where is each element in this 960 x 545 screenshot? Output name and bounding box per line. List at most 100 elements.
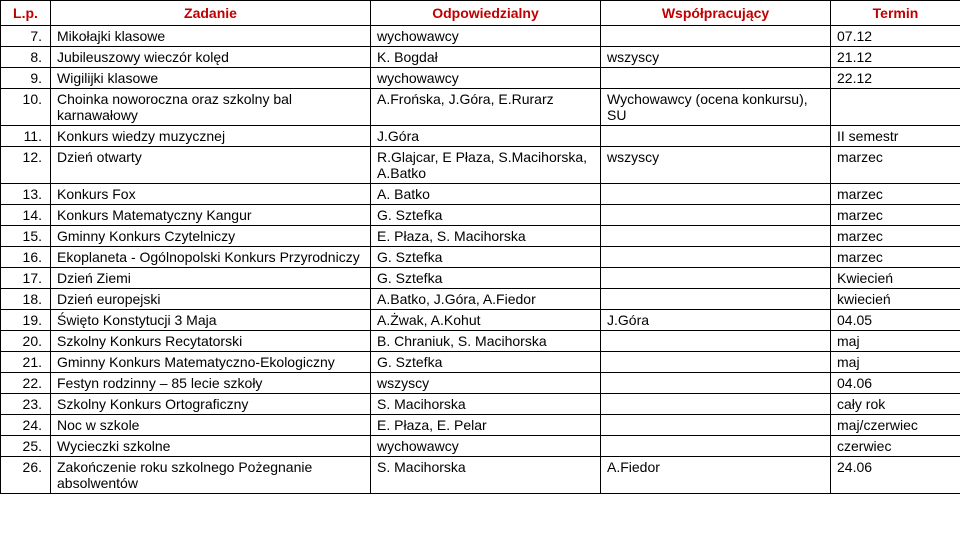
cell-wspolpracujacy	[601, 373, 831, 394]
cell-lp: 15.	[1, 226, 51, 247]
cell-termin: marzec	[831, 205, 960, 226]
cell-odpowiedzialny: S. Macihorska	[371, 457, 601, 494]
cell-zadanie: Festyn rodzinny – 85 lecie szkoły	[51, 373, 371, 394]
cell-odpowiedzialny: S. Macihorska	[371, 394, 601, 415]
cell-termin: maj/czerwiec	[831, 415, 960, 436]
table-row: 18.Dzień europejskiA.Batko, J.Góra, A.Fi…	[1, 289, 960, 310]
cell-termin: 04.06	[831, 373, 960, 394]
cell-zadanie: Święto Konstytucji 3 Maja	[51, 310, 371, 331]
cell-odpowiedzialny: B. Chraniuk, S. Macihorska	[371, 331, 601, 352]
cell-wspolpracujacy: A.Fiedor	[601, 457, 831, 494]
cell-wspolpracujacy	[601, 26, 831, 47]
cell-zadanie: Gminny Konkurs Matematyczno-Ekologiczny	[51, 352, 371, 373]
cell-wspolpracujacy	[601, 352, 831, 373]
cell-zadanie: Gminny Konkurs Czytelniczy	[51, 226, 371, 247]
cell-zadanie: Konkurs Fox	[51, 184, 371, 205]
cell-odpowiedzialny: E. Płaza, E. Pelar	[371, 415, 601, 436]
table-row: 7.Mikołajki klasowewychowawcy 07.12	[1, 26, 960, 47]
col-lp: L.p.	[1, 1, 51, 26]
cell-zadanie: Wycieczki szkolne	[51, 436, 371, 457]
col-odpowiedzialny: Odpowiedzialny	[371, 1, 601, 26]
cell-odpowiedzialny: G. Sztefka	[371, 268, 601, 289]
cell-wspolpracujacy	[601, 247, 831, 268]
cell-termin: cały rok	[831, 394, 960, 415]
cell-odpowiedzialny: wszyscy	[371, 373, 601, 394]
table-row: 16.Ekoplaneta - Ogólnopolski Konkurs Prz…	[1, 247, 960, 268]
cell-lp: 8.	[1, 47, 51, 68]
cell-odpowiedzialny: G. Sztefka	[371, 247, 601, 268]
cell-lp: 22.	[1, 373, 51, 394]
cell-odpowiedzialny: E. Płaza, S. Macihorska	[371, 226, 601, 247]
table-body: 7.Mikołajki klasowewychowawcy07.128.Jubi…	[1, 26, 960, 494]
cell-odpowiedzialny: J.Góra	[371, 126, 601, 147]
table-row: 15.Gminny Konkurs CzytelniczyE. Płaza, S…	[1, 226, 960, 247]
cell-wspolpracujacy	[601, 126, 831, 147]
cell-odpowiedzialny: wychowawcy	[371, 26, 601, 47]
cell-zadanie: Szkolny Konkurs Ortograficzny	[51, 394, 371, 415]
cell-lp: 25.	[1, 436, 51, 457]
cell-zadanie: Jubileuszowy wieczór kolęd	[51, 47, 371, 68]
cell-lp: 7.	[1, 26, 51, 47]
cell-wspolpracujacy	[601, 394, 831, 415]
col-termin: Termin	[831, 1, 960, 26]
table-row: 22.Festyn rodzinny – 85 lecie szkoływszy…	[1, 373, 960, 394]
cell-wspolpracujacy	[601, 331, 831, 352]
cell-zadanie: Dzień otwarty	[51, 147, 371, 184]
cell-termin: marzec	[831, 147, 960, 184]
col-zadanie: Zadanie	[51, 1, 371, 26]
cell-termin: II semestr	[831, 126, 960, 147]
cell-zadanie: Mikołajki klasowe	[51, 26, 371, 47]
cell-wspolpracujacy: J.Góra	[601, 310, 831, 331]
cell-odpowiedzialny: wychowawcy	[371, 68, 601, 89]
cell-wspolpracujacy	[601, 226, 831, 247]
cell-odpowiedzialny: G. Sztefka	[371, 352, 601, 373]
cell-zadanie: Choinka noworoczna oraz szkolny bal karn…	[51, 89, 371, 126]
cell-zadanie: Konkurs Matematyczny Kangur	[51, 205, 371, 226]
cell-zadanie: Dzień europejski	[51, 289, 371, 310]
cell-zadanie: Wigilijki klasowe	[51, 68, 371, 89]
cell-termin: marzec	[831, 247, 960, 268]
cell-wspolpracujacy: Wychowawcy (ocena konkursu), SU	[601, 89, 831, 126]
cell-lp: 26.	[1, 457, 51, 494]
cell-odpowiedzialny: G. Sztefka	[371, 205, 601, 226]
cell-wspolpracujacy	[601, 415, 831, 436]
cell-termin: marzec	[831, 226, 960, 247]
table-row: 11.Konkurs wiedzy muzycznejJ.GóraII seme…	[1, 126, 960, 147]
cell-termin: Kwiecień	[831, 268, 960, 289]
cell-wspolpracujacy	[601, 205, 831, 226]
cell-termin: 24.06	[831, 457, 960, 494]
cell-termin: maj	[831, 331, 960, 352]
cell-termin: 07.12	[831, 26, 960, 47]
cell-odpowiedzialny: wychowawcy	[371, 436, 601, 457]
table-row: 25.Wycieczki szkolnewychowawcy czerwiec	[1, 436, 960, 457]
table-row: 13.Konkurs FoxA. Batkomarzec	[1, 184, 960, 205]
cell-lp: 21.	[1, 352, 51, 373]
table-row: 23.Szkolny Konkurs OrtograficznyS. Macih…	[1, 394, 960, 415]
cell-odpowiedzialny: K. Bogdał	[371, 47, 601, 68]
cell-zadanie: Szkolny Konkurs Recytatorski	[51, 331, 371, 352]
cell-termin: maj	[831, 352, 960, 373]
cell-wspolpracujacy: wszyscy	[601, 147, 831, 184]
table-row: 9.Wigilijki klasowewychowawcy22.12	[1, 68, 960, 89]
cell-wspolpracujacy	[601, 268, 831, 289]
table-row: 21.Gminny Konkurs Matematyczno-Ekologicz…	[1, 352, 960, 373]
cell-termin: 21.12	[831, 47, 960, 68]
cell-lp: 12.	[1, 147, 51, 184]
table-row: 26.Zakończenie roku szkolnego Pożegnanie…	[1, 457, 960, 494]
cell-zadanie: Ekoplaneta - Ogólnopolski Konkurs Przyro…	[51, 247, 371, 268]
cell-termin	[831, 89, 960, 126]
cell-odpowiedzialny: R.Glajcar, E Płaza, S.Macihorska, A.Batk…	[371, 147, 601, 184]
cell-zadanie: Noc w szkole	[51, 415, 371, 436]
table-row: 17.Dzień ZiemiG. SztefkaKwiecień	[1, 268, 960, 289]
cell-termin: czerwiec	[831, 436, 960, 457]
col-wspolpracujacy: Współpracujący	[601, 1, 831, 26]
cell-termin: marzec	[831, 184, 960, 205]
cell-wspolpracujacy	[601, 68, 831, 89]
table-row: 8.Jubileuszowy wieczór kolędK. Bogdałwsz…	[1, 47, 960, 68]
cell-lp: 23.	[1, 394, 51, 415]
cell-zadanie: Dzień Ziemi	[51, 268, 371, 289]
cell-lp: 20.	[1, 331, 51, 352]
cell-wspolpracujacy	[601, 436, 831, 457]
cell-odpowiedzialny: A. Batko	[371, 184, 601, 205]
table-row: 12.Dzień otwartyR.Glajcar, E Płaza, S.Ma…	[1, 147, 960, 184]
